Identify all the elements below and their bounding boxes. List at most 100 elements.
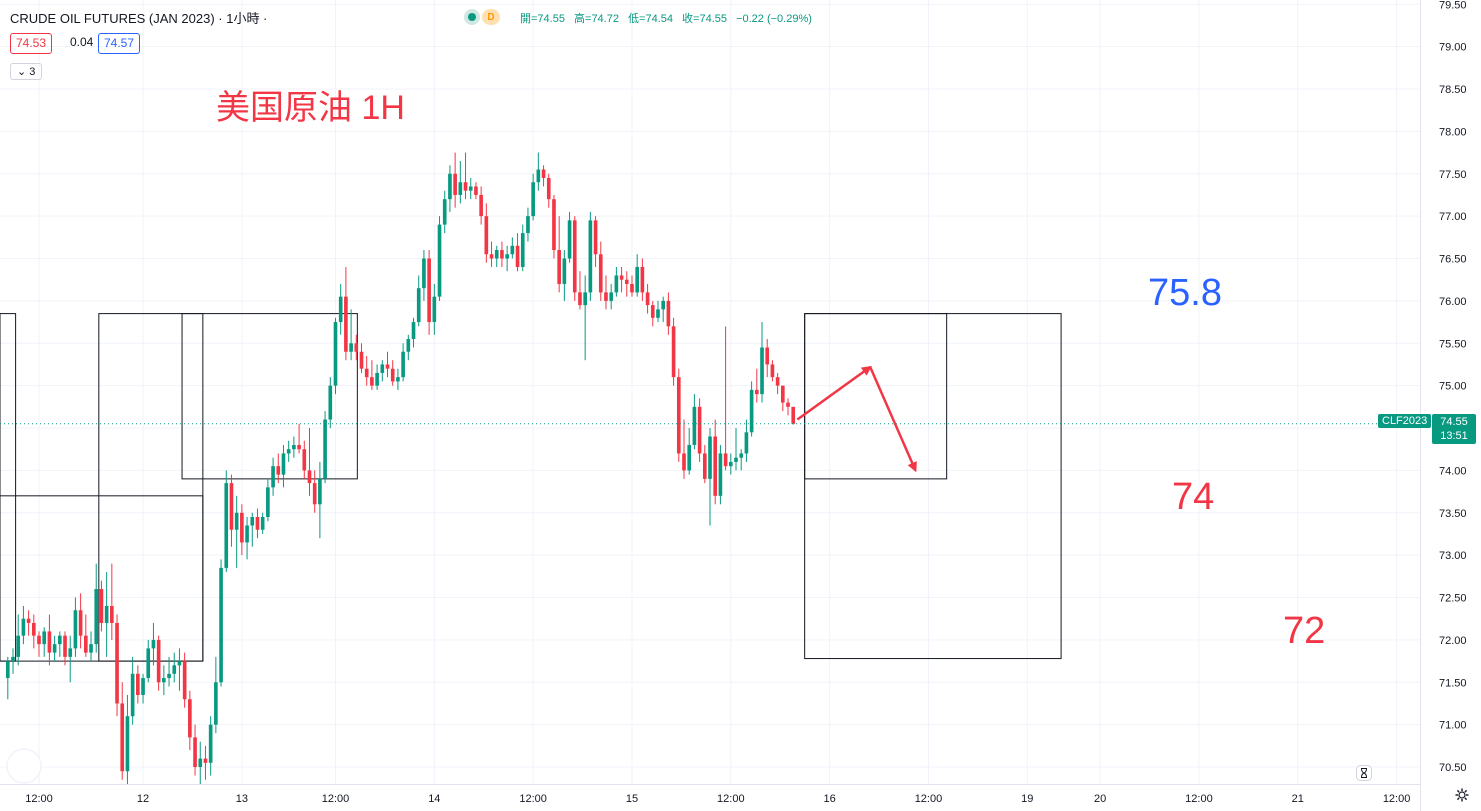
candle-body [676,377,681,454]
candle-body [614,275,619,293]
candle-body [214,682,218,725]
candle-body [16,635,21,657]
ohlc-change: −0.22 (−0.29%) [736,13,812,25]
grid [0,0,1420,784]
candle-body [99,589,104,623]
y-tick-label: 78.50 [1439,84,1467,96]
candle-body [702,453,707,479]
candle-body [172,665,177,674]
candle-body [463,182,468,191]
x-tick-label: 14 [428,793,440,805]
candle-body [598,254,603,293]
candle-body [73,610,78,649]
candle-body [786,402,790,407]
candle-body [775,377,780,386]
candle-body [760,347,764,395]
candle-body [520,233,525,267]
candle-body [323,419,327,479]
ohlc-values: 開=74.55 高=74.72 低=74.54 收=74.55 −0.22 (−… [520,10,818,26]
candle-body [656,309,660,318]
candle-body [396,377,400,382]
spread-value: 0.04 [70,35,94,49]
candle-body [94,589,99,645]
candle-body [167,673,171,679]
candle-body [619,275,624,280]
candle-body [448,173,452,200]
candle-body [682,453,686,471]
candle-body [411,322,416,340]
candle-body [21,618,26,636]
candle-body [754,389,759,395]
last-price-value: 74.55 [1440,416,1468,428]
x-tick-label: 15 [626,793,638,805]
candle-body [510,245,515,255]
x-tick-label: 12:00 [1185,793,1213,805]
candle-body [791,406,796,424]
y-tick-label: 73.00 [1439,550,1467,562]
candle-body [630,283,634,293]
y-tick-label: 75.00 [1439,381,1467,393]
hourglass-icon[interactable] [1356,765,1372,781]
zoom-circle-icon[interactable] [6,748,42,784]
ohlc-high: 高=74.72 [574,13,619,25]
x-tick-label: 19 [1021,793,1033,805]
candle-body [406,339,411,352]
candle-body [770,364,775,378]
candle-body [588,220,593,293]
annotation-level-mid: 74 [1172,476,1215,518]
candle-body [432,296,437,323]
y-tick-label: 70.50 [1439,762,1467,774]
x-tick-label: 13 [236,793,248,805]
candle-body [136,673,140,696]
annotation-level-high: 75.8 [1148,272,1222,314]
candle-body [666,300,671,327]
y-tick-label: 79.50 [1439,0,1467,11]
indicators-toggle[interactable]: ⌄ 3 [10,63,43,80]
candle-body [333,322,338,386]
candle-body [708,436,712,479]
candle-body [224,483,229,568]
candle-body [734,457,738,462]
candle-body [5,661,10,679]
candle-body [427,258,431,323]
x-tick-label: 12:00 [25,793,53,805]
candle-body [307,470,312,484]
candle-body [84,635,88,653]
candle-body [240,512,244,543]
candle-body [229,483,234,530]
candle-body [266,487,270,518]
candle-body [318,478,322,505]
candle-body [26,618,31,623]
candle-body [494,250,499,259]
candle-body [286,449,291,454]
candle-body [635,266,639,293]
buy-price-button[interactable]: 74.57 [98,33,141,54]
candle-body [572,220,577,293]
candle-body [68,648,73,657]
candle-body [723,453,728,467]
candle-body [687,444,692,471]
sell-price-button[interactable]: 74.53 [10,33,53,54]
candle-body [260,517,265,530]
candle-body [489,254,494,259]
candle-body [416,288,421,323]
bar-countdown: 13:51 [1440,430,1468,442]
candle-body [156,639,161,683]
candle-body [271,466,275,488]
candle-body [546,177,551,200]
candle-body [650,305,655,318]
candle-body [177,661,182,666]
y-tick-label: 78.00 [1439,126,1467,138]
ohlc-low: 低=74.54 [628,13,673,25]
settings-gear-icon[interactable] [1455,788,1469,802]
x-tick-label: 12 [137,793,149,805]
symbol-title[interactable]: CRUDE OIL FUTURES (JAN 2023) · 1小時 · [10,11,268,26]
candle-body [297,444,301,450]
candle-body [578,292,582,306]
last-price-symbol: CLF2023 [1378,414,1432,428]
candle-body [453,173,457,195]
candle-body [359,351,364,369]
candle-body [671,326,676,378]
y-tick-label: 76.00 [1439,296,1467,308]
